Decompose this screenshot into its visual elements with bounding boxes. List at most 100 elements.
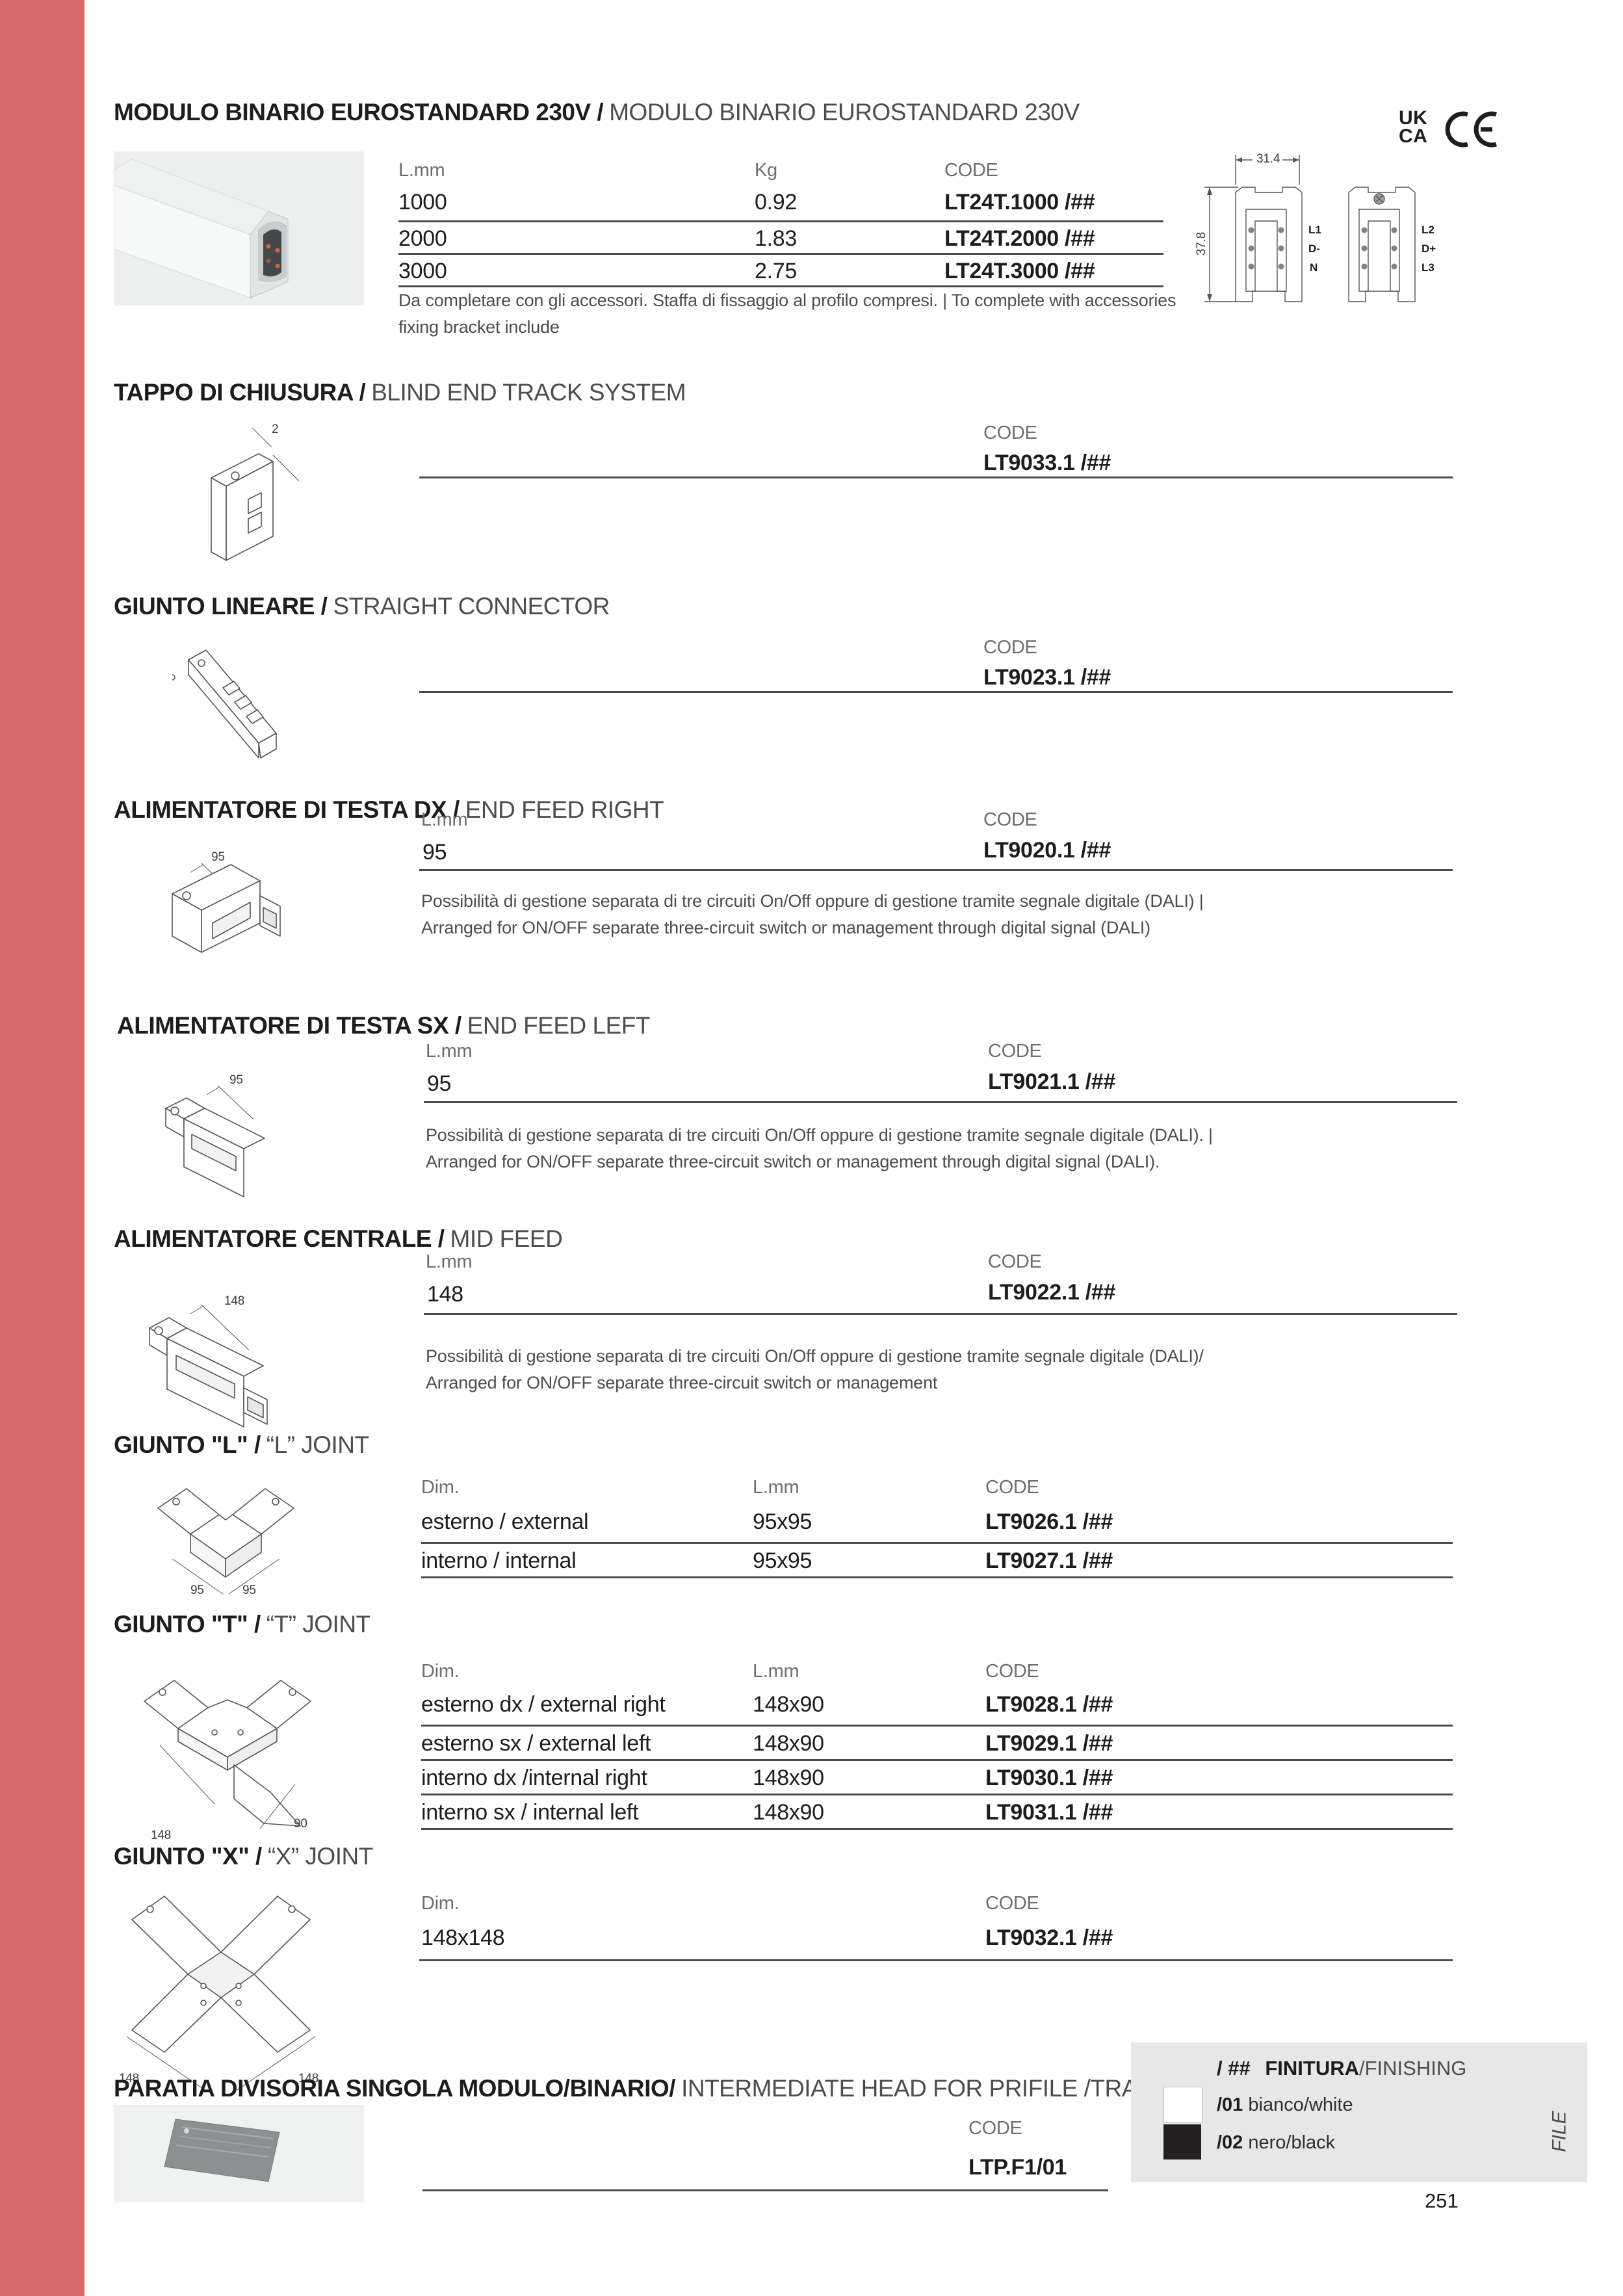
alim-sx-drawing: 95 [153, 1069, 305, 1212]
alim-dx-lmm-label: L.mm [421, 809, 468, 830]
table-row: interno sx / internal left 148x90 LT9031… [421, 1795, 1453, 1830]
section-title-alim-sx-it: ALIMENTATORE DI TESTA SX / [117, 1012, 461, 1039]
section-title-giunto-l-en: “L” JOINT [266, 1431, 369, 1458]
col-header-dim: Dim. [421, 1477, 460, 1498]
col-header-code: CODE [944, 160, 998, 181]
alim-dx-code-label: CODE [983, 809, 1037, 830]
cell-lmm: 95x95 [753, 1509, 812, 1534]
lineare-code-label: CODE [983, 637, 1037, 658]
giunto-t-dim-2: 90 [294, 1817, 307, 1831]
giunto-x-table: Dim. CODE 148x148 LT9032.1 /## [421, 1893, 1453, 1961]
tappo-drawing: 2 [175, 416, 325, 579]
table-row: esterno dx / external right 148x90 LT902… [421, 1692, 1453, 1727]
finitura-option-black: /02 nero/black [1217, 2132, 1335, 2154]
col-header-lmm: L.mm [753, 1661, 799, 1682]
alim-sx-lmm-label: L.mm [426, 1041, 473, 1062]
cell-code: LT9032.1 /## [985, 1925, 1113, 1950]
dim-width-label: 31.4 [1256, 152, 1280, 166]
divider [424, 1101, 1457, 1103]
finitura-header: / ## FINITURA/FINISHING [1217, 2057, 1466, 2080]
col-header-lmm: L.mm [398, 160, 445, 181]
section-title-alim-centrale: ALIMENTATORE CENTRALE / MID FEED [114, 1225, 563, 1253]
table-row: interno dx /internal right 148x90 LT9030… [421, 1761, 1453, 1795]
cell-code: LT9028.1 /## [985, 1692, 1113, 1717]
giunto-t-dim-1: 148 [151, 1829, 172, 1842]
cell-code: LT9031.1 /## [985, 1800, 1113, 1825]
section-title-lineare: GIUNTO LINEARE / STRAIGHT CONNECTOR [114, 593, 610, 620]
section-title-alim-sx: ALIMENTATORE DI TESTA SX / END FEED LEFT [117, 1012, 651, 1039]
cell-dim: interno / internal [421, 1548, 577, 1573]
desc-line: Arranged for ON/OFF separate three-circu… [426, 1372, 938, 1392]
alim-dx-code: LT9020.1 /## [983, 838, 1111, 863]
cell-dim: esterno sx / external left [421, 1731, 651, 1756]
alim-dx-drawing: 95 [153, 845, 305, 985]
table-row: interno / internal 95x95 LT9027.1 /## [421, 1544, 1453, 1578]
alim-centrale-dim-label: 148 [224, 1294, 245, 1308]
finitura-title: FINITURA [1265, 2057, 1359, 2080]
desc-line: Possibilità di gestione separata di tre … [421, 891, 1204, 911]
cell-code: LT24T.3000 /## [944, 259, 1095, 283]
ukca-line2: CA [1399, 125, 1428, 147]
desc-line: Possibilità di gestione separata di tre … [426, 1346, 1204, 1366]
alim-centrale-code: LT9022.1 /## [988, 1280, 1116, 1305]
giunto-x-dim-2: 148 [298, 2072, 319, 2085]
paratia-code-label: CODE [968, 2118, 1022, 2139]
divider [422, 2189, 1108, 2191]
paratia-product-photo [114, 2105, 364, 2202]
desc-line: Arranged for ON/OFF separate three-circu… [426, 1151, 1160, 1171]
lineare-drawing [169, 637, 309, 774]
modulo-note: Da completare con gli accessori. Staffa … [398, 291, 1176, 337]
tappo-code: LT9033.1 /## [983, 450, 1111, 475]
finitura-option-code: /02 [1217, 2132, 1243, 2153]
swatch-white [1163, 2087, 1202, 2123]
col-header-dim: Dim. [421, 1661, 460, 1682]
finitura-prefix: / ## [1217, 2057, 1251, 2080]
section-title-lineare-en: STRAIGHT CONNECTOR [333, 593, 610, 620]
page-number: 251 [1425, 2189, 1459, 2212]
ce-mark-icon [1444, 111, 1500, 151]
col-header-code: CODE [985, 1661, 1039, 1682]
table-row: 148x148 LT9032.1 /## [421, 1925, 1453, 1961]
giunto-x-dim-1: 148 [119, 2072, 140, 2085]
track-photo-graphic [113, 159, 289, 298]
lineare-code: LT9023.1 /## [983, 665, 1111, 690]
giunto-l-drawing: 95 95 [146, 1474, 305, 1601]
cell-lmm: 3000 [398, 259, 447, 283]
finitura-option-code: /01 [1217, 2094, 1243, 2115]
cell-dim: interno dx /internal right [421, 1766, 647, 1790]
section-title-giunto-t-en: “T” JOINT [266, 1611, 370, 1637]
divider [424, 1313, 1457, 1315]
alim-sx-dim-label: 95 [229, 1073, 243, 1087]
alim-sx-code: LT9021.1 /## [988, 1069, 1116, 1094]
cell-kg: 0.92 [755, 190, 797, 215]
cell-code: LT9027.1 /## [985, 1548, 1113, 1573]
divider [419, 869, 1453, 871]
alim-centrale-lmm: 148 [427, 1282, 463, 1307]
cell-kg: 1.83 [755, 226, 797, 251]
pin-label-dminus: D- [1308, 242, 1320, 255]
alim-centrale-description: Possibilità di gestione separata di tre … [426, 1343, 1204, 1396]
finitura-option-label: bianco/white [1243, 2094, 1353, 2115]
alim-centrale-code-label: CODE [988, 1251, 1042, 1272]
paratia-code: LTP.F1/01 [968, 2155, 1067, 2180]
track-product-photo [113, 151, 364, 306]
alim-dx-description: Possibilità di gestione separata di tre … [421, 888, 1204, 941]
cell-code: LT24T.2000 /## [944, 226, 1095, 251]
col-header-dim: Dim. [421, 1893, 460, 1914]
ukca-mark: UK CA [1399, 109, 1428, 147]
section-title-alim-centrale-en: MID FEED [450, 1225, 563, 1252]
alim-centrale-drawing: 148 [140, 1290, 312, 1440]
cell-lmm: 148x90 [753, 1692, 824, 1717]
section-title-modulo: MODULO BINARIO EUROSTANDARD 230V / MODULO… [114, 99, 1080, 126]
section-title-modulo-it: MODULO BINARIO EUROSTANDARD 230V / [114, 99, 604, 125]
finitura-title-en: /FINISHING [1359, 2057, 1467, 2080]
finitura-option-label: nero/black [1243, 2132, 1336, 2153]
table-row: 2000 1.83 LT24T.2000 /## [398, 222, 1163, 255]
finitura-option-white: /01 bianco/white [1217, 2094, 1353, 2116]
section-title-paratia-it: PARATIA DIVISORIA SINGOLA MODULO/BINARIO… [114, 2075, 676, 2102]
pin-label-l3: L3 [1422, 261, 1435, 274]
pin-label-l2: L2 [1422, 224, 1435, 236]
section-title-giunto-t: GIUNTO "T" / “T” JOINT [114, 1611, 370, 1638]
giunto-t-drawing: 148 90 [136, 1654, 318, 1862]
col-header-code: CODE [985, 1477, 1039, 1498]
